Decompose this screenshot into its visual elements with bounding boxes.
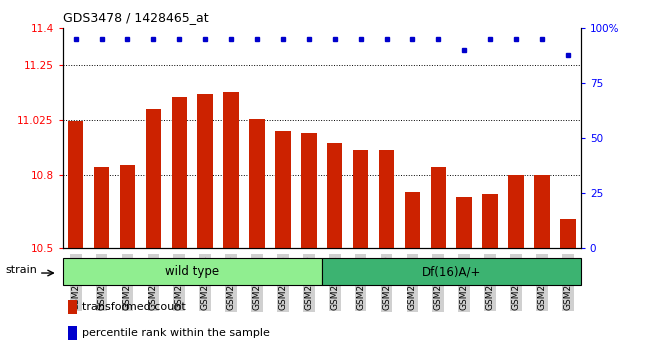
- Bar: [63, 258, 321, 285]
- Bar: [223, 92, 239, 248]
- Bar: [321, 258, 581, 285]
- Bar: [560, 218, 576, 248]
- Bar: [457, 196, 472, 248]
- Bar: [119, 165, 135, 248]
- Text: Df(16)A/+: Df(16)A/+: [422, 265, 481, 278]
- Bar: [172, 97, 187, 248]
- Bar: [197, 94, 213, 248]
- Bar: [68, 121, 83, 248]
- Text: GDS3478 / 1428465_at: GDS3478 / 1428465_at: [63, 11, 209, 24]
- Bar: [508, 175, 524, 248]
- Bar: [94, 167, 110, 248]
- Bar: [249, 119, 265, 248]
- Bar: [353, 150, 368, 248]
- Bar: [482, 194, 498, 248]
- Bar: [430, 167, 446, 248]
- Text: transformed count: transformed count: [82, 302, 186, 313]
- Bar: [379, 150, 394, 248]
- Bar: [68, 301, 77, 314]
- Bar: [68, 326, 77, 340]
- Text: percentile rank within the sample: percentile rank within the sample: [82, 328, 270, 338]
- Bar: [146, 109, 161, 248]
- Bar: [534, 175, 550, 248]
- Text: strain: strain: [5, 264, 37, 275]
- Bar: [327, 143, 343, 248]
- Bar: [301, 133, 317, 248]
- Bar: [405, 192, 420, 248]
- Text: wild type: wild type: [165, 265, 219, 278]
- Bar: [275, 131, 290, 248]
